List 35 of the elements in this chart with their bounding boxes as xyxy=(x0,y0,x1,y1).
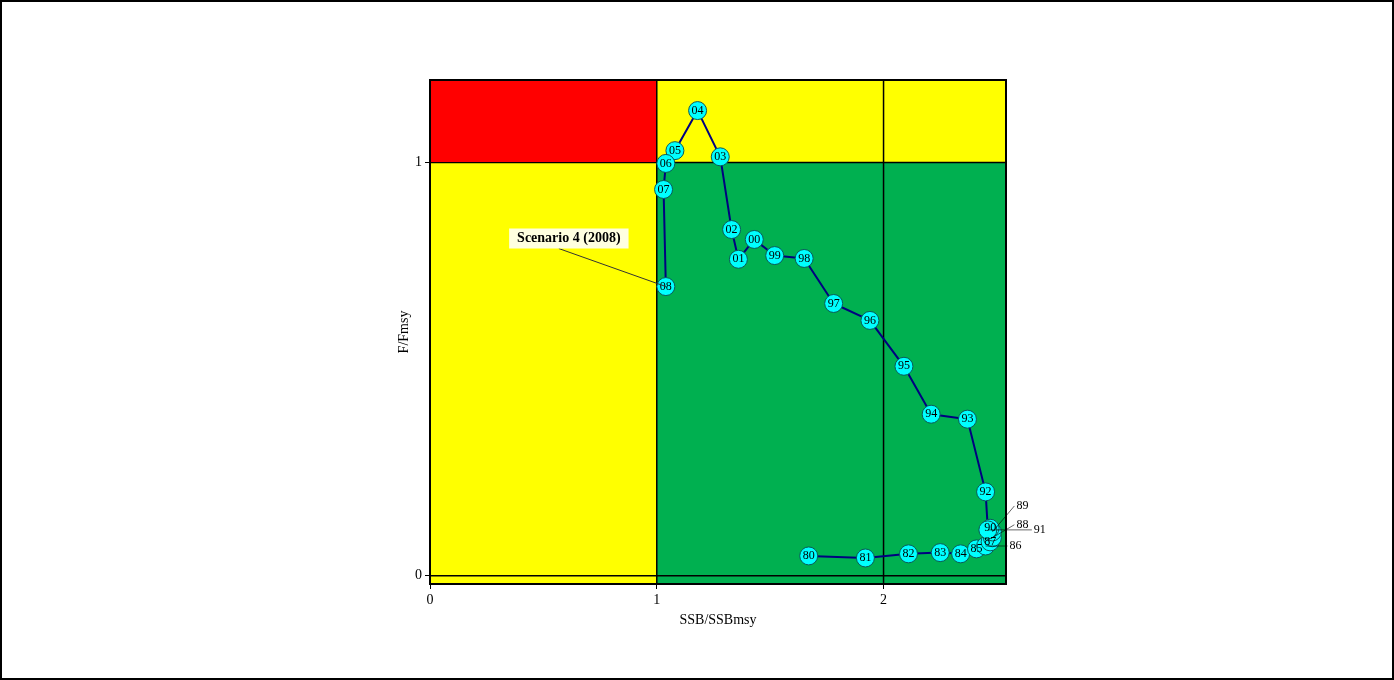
annotation: Scenario 4 (2008) xyxy=(517,230,621,247)
annotation: 87 xyxy=(984,534,997,549)
annotation: 01 xyxy=(732,251,745,266)
annotation: 85 xyxy=(970,541,983,556)
annotation: 96 xyxy=(863,312,876,327)
annotation: 06 xyxy=(659,155,672,170)
annotation: 90 xyxy=(984,520,997,535)
annotation: 94 xyxy=(925,406,938,421)
annotation: 95 xyxy=(897,358,910,373)
annotation: 88 xyxy=(1016,516,1029,531)
x-tick-label: 2 xyxy=(880,592,888,608)
annotation: 03 xyxy=(714,149,727,163)
annotation: 98 xyxy=(798,250,811,265)
annotation: 05 xyxy=(668,142,681,157)
annotation: 00 xyxy=(748,231,761,246)
x-tick-label: 0 xyxy=(426,592,434,608)
annotation: 93 xyxy=(961,411,974,426)
annotation: 04 xyxy=(691,102,704,117)
annotation: 08 xyxy=(659,278,672,293)
x-tick-label: 1 xyxy=(653,592,661,608)
annotation: 07 xyxy=(657,181,670,196)
annotation: 83 xyxy=(934,544,947,559)
annotation: 91 xyxy=(1033,522,1046,537)
annotation: 92 xyxy=(979,484,992,499)
annotation: 84 xyxy=(954,546,967,560)
annotation: 97 xyxy=(827,295,840,310)
annotation: 82 xyxy=(902,546,915,560)
annotation: 02 xyxy=(725,221,738,236)
annotation: 86 xyxy=(1009,538,1022,553)
annotation: 89 xyxy=(1016,498,1029,513)
y-axis-title: F/Fmsy xyxy=(395,310,411,354)
x-axis-title: SSB/SSBmsy xyxy=(679,611,757,627)
annotation: 81 xyxy=(859,550,872,565)
annotation: 80 xyxy=(802,548,815,563)
annotation: 99 xyxy=(768,247,781,262)
